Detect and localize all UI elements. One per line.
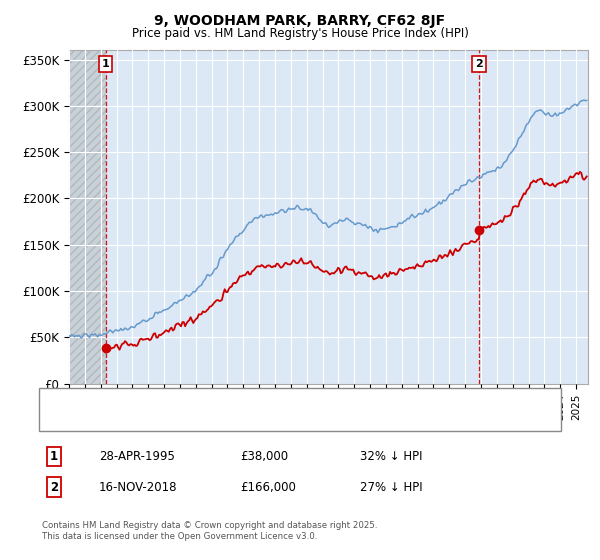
Text: 32% ↓ HPI: 32% ↓ HPI xyxy=(360,450,422,463)
Text: £38,000: £38,000 xyxy=(240,450,288,463)
Text: HPI: Average price, semi-detached house, Vale of Glamorgan: HPI: Average price, semi-detached house,… xyxy=(111,414,444,424)
Text: 9, WOODHAM PARK, BARRY, CF62 8JF (semi-detached house): 9, WOODHAM PARK, BARRY, CF62 8JF (semi-d… xyxy=(111,396,445,406)
Text: 1: 1 xyxy=(102,59,110,69)
Text: Price paid vs. HM Land Registry's House Price Index (HPI): Price paid vs. HM Land Registry's House … xyxy=(131,27,469,40)
Text: 9, WOODHAM PARK, BARRY, CF62 8JF: 9, WOODHAM PARK, BARRY, CF62 8JF xyxy=(154,14,446,28)
Text: 2: 2 xyxy=(475,59,483,69)
Text: 2: 2 xyxy=(50,480,58,494)
Text: 16-NOV-2018: 16-NOV-2018 xyxy=(99,480,178,494)
Text: 28-APR-1995: 28-APR-1995 xyxy=(99,450,175,463)
Text: 27% ↓ HPI: 27% ↓ HPI xyxy=(360,480,422,494)
Text: Contains HM Land Registry data © Crown copyright and database right 2025.
This d: Contains HM Land Registry data © Crown c… xyxy=(42,521,377,540)
Text: 1: 1 xyxy=(50,450,58,463)
Text: £166,000: £166,000 xyxy=(240,480,296,494)
